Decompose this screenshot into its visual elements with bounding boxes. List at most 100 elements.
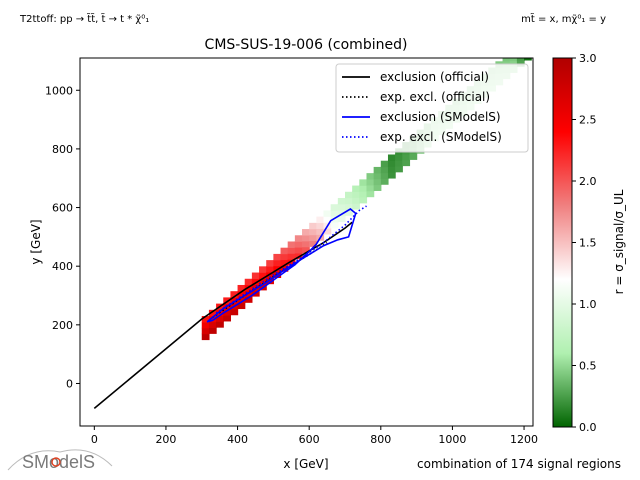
chart-title: CMS-SUS-19-006 (combined) bbox=[205, 37, 408, 53]
heatmap-cell bbox=[516, 60, 525, 67]
heatmap-cell bbox=[294, 246, 303, 254]
heatmap-cell bbox=[309, 222, 317, 230]
heatmap-cell bbox=[201, 327, 210, 335]
y-tick-label: 1000 bbox=[45, 84, 73, 97]
smodels-logo: SModelS bbox=[7, 449, 113, 472]
heatmap-cell bbox=[201, 321, 210, 329]
colorbar: 0.0 0.5 1.0 1.5 2.0 2.5 3.0 r = σ_signal/σ_UL bbox=[552, 52, 626, 434]
heatmap-cell bbox=[302, 240, 310, 248]
heatmap-cell bbox=[344, 197, 353, 205]
y-tick-label: 0 bbox=[66, 377, 73, 390]
heatmap-cell bbox=[366, 178, 375, 186]
heatmap-cell bbox=[359, 179, 368, 186]
heatmap-cell bbox=[273, 253, 282, 261]
heatmap-cell bbox=[323, 216, 332, 223]
colorbar-tick-label: 0.5 bbox=[579, 360, 597, 373]
y-axis-ticks: 0 200 400 600 800 1000 bbox=[45, 84, 80, 390]
heatmap-cell bbox=[509, 58, 518, 62]
heatmap-cell bbox=[380, 166, 389, 174]
heatmap-cell bbox=[359, 191, 368, 198]
heatmap-cell bbox=[223, 309, 232, 316]
heatmap-cell bbox=[316, 228, 325, 235]
heatmap-cell bbox=[344, 191, 353, 199]
x-tick-label: 1000 bbox=[438, 433, 466, 446]
heatmap-cell bbox=[280, 259, 289, 266]
heatmap-cell bbox=[380, 172, 389, 179]
legend-label: exclusion (official) bbox=[380, 70, 489, 84]
colorbar-bar bbox=[552, 57, 573, 428]
heatmap-cell bbox=[502, 58, 511, 62]
heatmap-cell bbox=[259, 272, 267, 279]
heatmap-cell bbox=[280, 265, 289, 272]
y-tick-label: 400 bbox=[52, 260, 73, 273]
heatmap-cell bbox=[216, 321, 224, 328]
heatmap-cell bbox=[524, 42, 532, 48]
colorbar-tick-label: 1.5 bbox=[579, 237, 597, 250]
curve-exclusion-official bbox=[93, 221, 353, 410]
heatmap-cell bbox=[337, 215, 346, 223]
heatmap-cell bbox=[531, 36, 539, 42]
logo-text: SModelS bbox=[22, 452, 95, 472]
heatmap-cell bbox=[237, 302, 246, 310]
heatmap-cell bbox=[244, 296, 253, 303]
heatmap-cell bbox=[208, 315, 217, 323]
heatmap-cell bbox=[201, 333, 210, 341]
heatmap-cell bbox=[230, 291, 239, 298]
x-axis-ticks: 0 200 400 600 800 1000 1200 bbox=[91, 426, 538, 446]
heatmap-cell bbox=[237, 284, 246, 292]
heatmap-cell bbox=[373, 184, 382, 191]
heatmap-cell bbox=[201, 316, 210, 323]
heatmap-cell bbox=[230, 297, 239, 304]
curve-exclusion-smodels bbox=[206, 208, 357, 323]
heatmap-cell bbox=[302, 234, 310, 242]
heatmap-cell bbox=[266, 260, 274, 267]
heatmap-cell bbox=[387, 154, 396, 161]
heatmap-cell bbox=[287, 253, 296, 260]
heatmap-cell bbox=[516, 58, 525, 61]
logo-particle-icon bbox=[51, 457, 61, 467]
x-tick-label: 400 bbox=[227, 433, 248, 446]
legend-entries: exclusion (official) exp. excl. (official… bbox=[342, 70, 502, 144]
colorbar-tick-label: 1.0 bbox=[579, 298, 597, 311]
heatmap-cell bbox=[330, 221, 339, 229]
heatmap-cell bbox=[524, 58, 532, 61]
legend-label: exp. excl. (official) bbox=[380, 90, 490, 104]
heatmap-cell bbox=[366, 190, 375, 198]
heatmap-cell bbox=[359, 185, 368, 192]
heatmap-cell bbox=[531, 48, 539, 54]
heatmap-cell bbox=[373, 166, 382, 174]
heatmap-cell bbox=[237, 290, 246, 298]
heatmap-cell bbox=[302, 246, 310, 254]
heatmap-cell bbox=[387, 160, 396, 167]
heatmap-cell bbox=[208, 321, 217, 329]
legend-label: exp. excl. (SModelS) bbox=[380, 130, 502, 144]
heatmap-cell bbox=[287, 259, 296, 266]
heatmap-cell bbox=[352, 185, 360, 193]
heatmap-cell bbox=[309, 240, 317, 247]
heatmap-cell bbox=[395, 154, 403, 161]
heatmap-cell bbox=[352, 203, 360, 210]
heatmap-cell bbox=[259, 266, 267, 273]
heatmap-cell bbox=[266, 265, 274, 273]
colorbar-tick-label: 2.0 bbox=[579, 175, 597, 188]
heatmap-cell bbox=[208, 327, 217, 334]
heatmap-cell bbox=[337, 203, 346, 211]
colorbar-tick-label: 0.0 bbox=[579, 421, 597, 434]
heatmap-cell bbox=[287, 247, 296, 254]
heatmap-cell bbox=[223, 297, 232, 304]
heatmap-cell bbox=[330, 204, 339, 211]
heatmap-cell bbox=[266, 277, 274, 285]
heatmap-cell bbox=[280, 247, 289, 255]
heatmap-cell bbox=[373, 178, 382, 186]
heatmap-cell bbox=[302, 229, 310, 236]
heatmap-cell bbox=[230, 308, 239, 316]
heatmap-cell bbox=[323, 210, 332, 217]
heatmap-cell bbox=[387, 166, 396, 173]
x-tick-label: 600 bbox=[299, 433, 320, 446]
heatmap-cell bbox=[208, 309, 217, 317]
heatmap-cell bbox=[359, 196, 368, 204]
heatmap-cell bbox=[216, 315, 224, 322]
heatmap-cell bbox=[309, 234, 317, 242]
heatmap-cell bbox=[510, 49, 518, 55]
